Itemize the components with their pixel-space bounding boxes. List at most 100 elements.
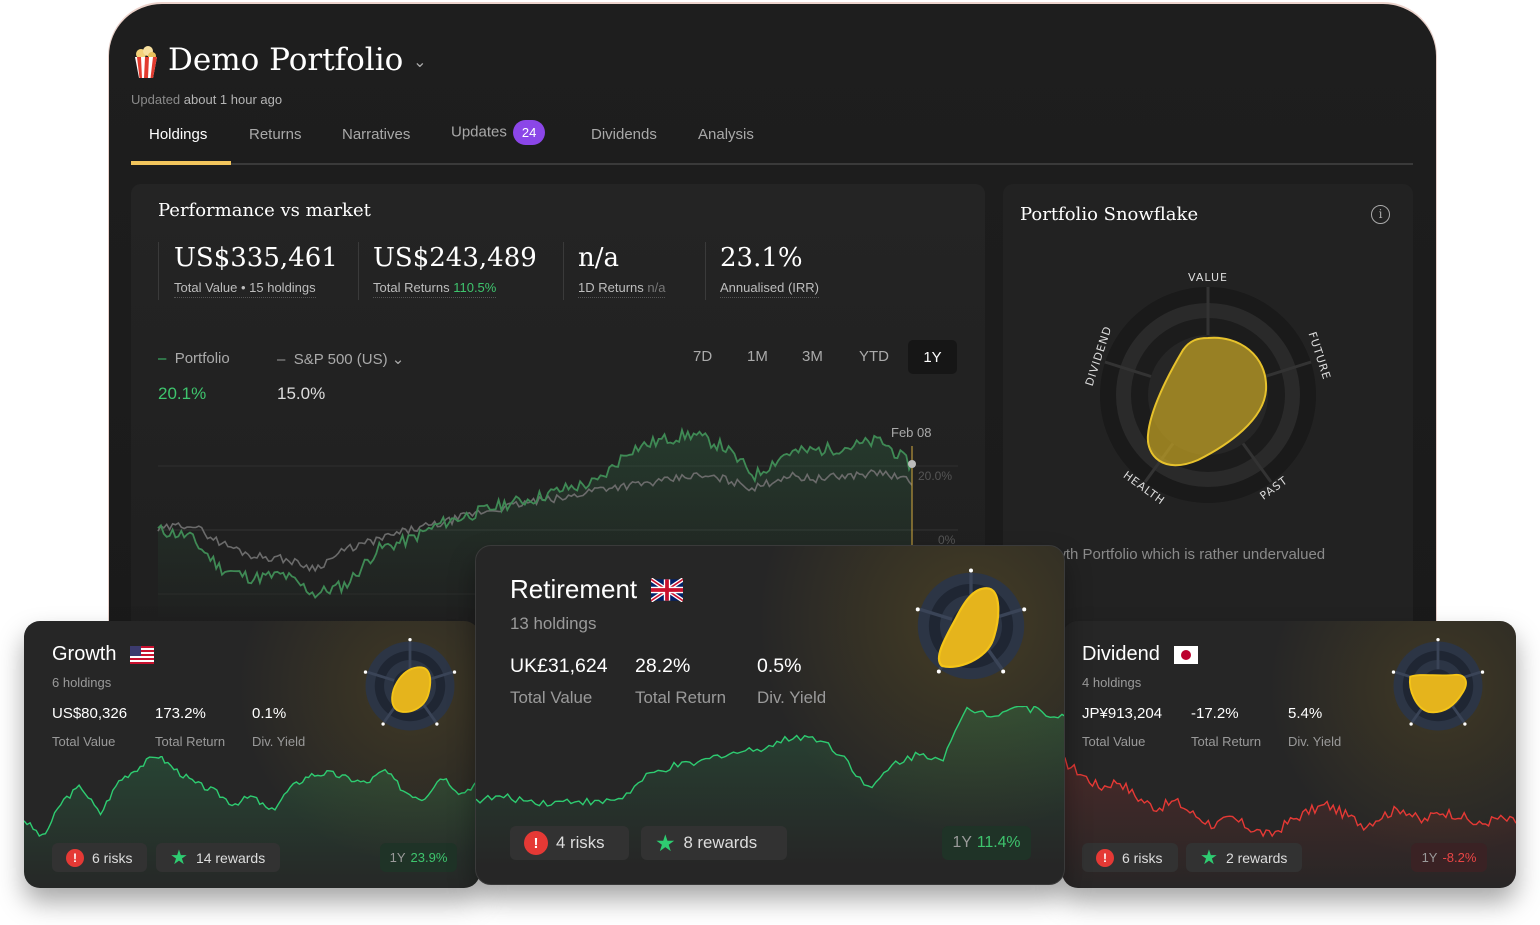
- portfolio-card-growth[interactable]: Growth 6 holdings US$80,326 Total Value 173.…: [24, 621, 480, 888]
- legend-benchmark-select[interactable]: – S&P 500 (US) ⌄: [277, 350, 404, 368]
- y-tick-20: 20.0%: [918, 469, 953, 483]
- total-return: 173.2%: [155, 705, 206, 722]
- period-return-badge: 1Y 11.4%: [942, 826, 1031, 860]
- risks-button[interactable]: ! 6 risks: [1082, 843, 1178, 872]
- stat-divider: [358, 242, 359, 300]
- annualised-irr-label: Annualised (IRR): [720, 280, 819, 298]
- chart-date-label: Feb 08: [891, 425, 932, 440]
- 1d-returns-pct: n/a: [647, 280, 666, 295]
- tab-analysis[interactable]: Analysis: [698, 126, 754, 143]
- stat-label: Total Value: [174, 280, 238, 295]
- tab-narratives[interactable]: Narratives: [342, 126, 411, 143]
- flag-uk-icon: [651, 577, 684, 602]
- portfolio-title[interactable]: Demo Portfolio ⌄: [168, 42, 427, 78]
- snowflake-shape: [1408, 673, 1467, 714]
- div-yield-label: Div. Yield: [757, 688, 827, 707]
- total-value: JP¥913,204: [1082, 705, 1163, 722]
- rewards-count: 8 rewards: [683, 833, 758, 852]
- total-value-label: Total Value • 15 holdings: [174, 280, 316, 298]
- tab-dividends[interactable]: Dividends: [591, 126, 657, 143]
- total-return-label: Total Return: [155, 734, 226, 749]
- flag-us-icon: [130, 645, 155, 664]
- total-return: -17.2%: [1191, 705, 1239, 722]
- updated-timestamp: Updated about 1 hour ago: [131, 92, 282, 107]
- stat-divider: [705, 242, 706, 300]
- tab-returns[interactable]: Returns: [249, 126, 302, 143]
- star-icon: ★: [170, 847, 188, 869]
- updated-prefix: Updated: [131, 92, 181, 107]
- timeframe-ytd[interactable]: YTD: [859, 348, 889, 365]
- chevron-down-icon[interactable]: ⌄: [413, 52, 427, 71]
- hover-point: [908, 460, 916, 468]
- legend-portfolio[interactable]: – Portfolio: [158, 350, 230, 367]
- total-return-label: Total Return: [635, 688, 727, 707]
- tab-updates-label: Updates: [451, 123, 507, 141]
- card-title-text: Retirement: [510, 574, 638, 604]
- period-label: 1Y: [389, 850, 406, 865]
- total-value: US$80,326: [52, 705, 128, 722]
- card-title-text: Growth: [52, 643, 117, 665]
- info-icon[interactable]: i: [1371, 205, 1390, 224]
- portfolio-card-dividend[interactable]: Dividend 4 holdings JP¥913,204 Total Value -…: [1062, 621, 1516, 888]
- legend-swatch: –: [277, 351, 286, 368]
- risks-count: 6 risks: [1122, 849, 1163, 866]
- stat-divider: [158, 242, 159, 300]
- portfolio-card-retirement[interactable]: Retirement 13 holdings UK£31,624 Total Valu…: [475, 545, 1065, 885]
- benchmark-return: 15.0%: [277, 384, 326, 403]
- stat-divider: [563, 242, 564, 300]
- total-returns-pct: 110.5%: [453, 280, 497, 295]
- risks-button[interactable]: ! 4 risks: [510, 826, 629, 860]
- period-return-value: 23.9%: [410, 850, 448, 865]
- y-tick-0: 0%: [938, 533, 956, 547]
- div-yield: 0.5%: [757, 655, 802, 677]
- period-label: 1Y: [1421, 850, 1438, 865]
- timeframe-1m[interactable]: 1M: [747, 348, 768, 365]
- tab-updates[interactable]: Updates 24: [451, 120, 546, 145]
- holdings-count: 13 holdings: [510, 614, 597, 633]
- sparkline-line: [24, 756, 480, 837]
- performance-title: Performance vs market: [158, 200, 371, 221]
- period-return-value: 11.4%: [976, 834, 1021, 851]
- div-yield: 0.1%: [252, 705, 287, 722]
- chevron-down-icon: ⌄: [391, 351, 405, 368]
- rewards-button[interactable]: ★ 2 rewards: [1186, 843, 1302, 872]
- popcorn-icon: [135, 46, 157, 78]
- rewards-count: 14 rewards: [195, 849, 266, 866]
- div-yield-label: Div. Yield: [1288, 734, 1342, 749]
- total-value-label: Total Value: [510, 688, 593, 707]
- portfolio-title-text: Demo Portfolio: [168, 42, 404, 78]
- updates-count-badge: 24: [512, 120, 546, 145]
- portfolio-snowflake-chart: VALUE FUTURE PAST HEALTH DIVIDEND: [1083, 271, 1333, 508]
- risks-button[interactable]: ! 6 risks: [52, 843, 147, 872]
- mini-snowflake-chart: [1391, 637, 1485, 731]
- total-value-label: Total Value: [1082, 734, 1146, 749]
- market-series-line: [157, 468, 913, 573]
- rewards-button[interactable]: ★ 8 rewards: [641, 826, 787, 860]
- rewards-button[interactable]: ★ 14 rewards: [156, 843, 280, 872]
- total-value: US$335,461: [174, 243, 338, 273]
- card-title-text: Dividend: [1082, 643, 1160, 665]
- rewards-count: 2 rewards: [1225, 849, 1288, 866]
- holdings-count: 6 holdings: [52, 675, 112, 690]
- tabs-divider: [131, 163, 1413, 165]
- stat-label: 1D Returns: [578, 280, 644, 295]
- flag-jp-icon: [1173, 645, 1198, 664]
- legend-swatch: –: [158, 350, 167, 367]
- timeframe-1y[interactable]: 1Y: [908, 340, 957, 374]
- alert-icon: !: [524, 831, 548, 855]
- timeframe-7d[interactable]: 7D: [693, 348, 713, 365]
- risks-count: 6 risks: [92, 849, 133, 866]
- 1d-returns-label: 1D Returns n/a: [578, 280, 666, 298]
- 1d-returns: n/a: [578, 243, 620, 273]
- sparkline-line: [1062, 756, 1516, 838]
- card-title: Growth: [52, 643, 155, 666]
- portfolio-return: 20.1%: [158, 384, 207, 403]
- timeframe-3m[interactable]: 3M: [802, 348, 823, 365]
- sparkline-line: [476, 706, 1064, 807]
- period-return-value: -8.2%: [1442, 850, 1477, 865]
- total-returns-label: Total Returns 110.5%: [373, 280, 497, 298]
- holdings-count: 4 holdings: [1082, 675, 1142, 690]
- tab-holdings[interactable]: Holdings: [149, 126, 208, 143]
- total-return-label: Total Return: [1191, 734, 1262, 749]
- div-yield: 5.4%: [1288, 705, 1323, 722]
